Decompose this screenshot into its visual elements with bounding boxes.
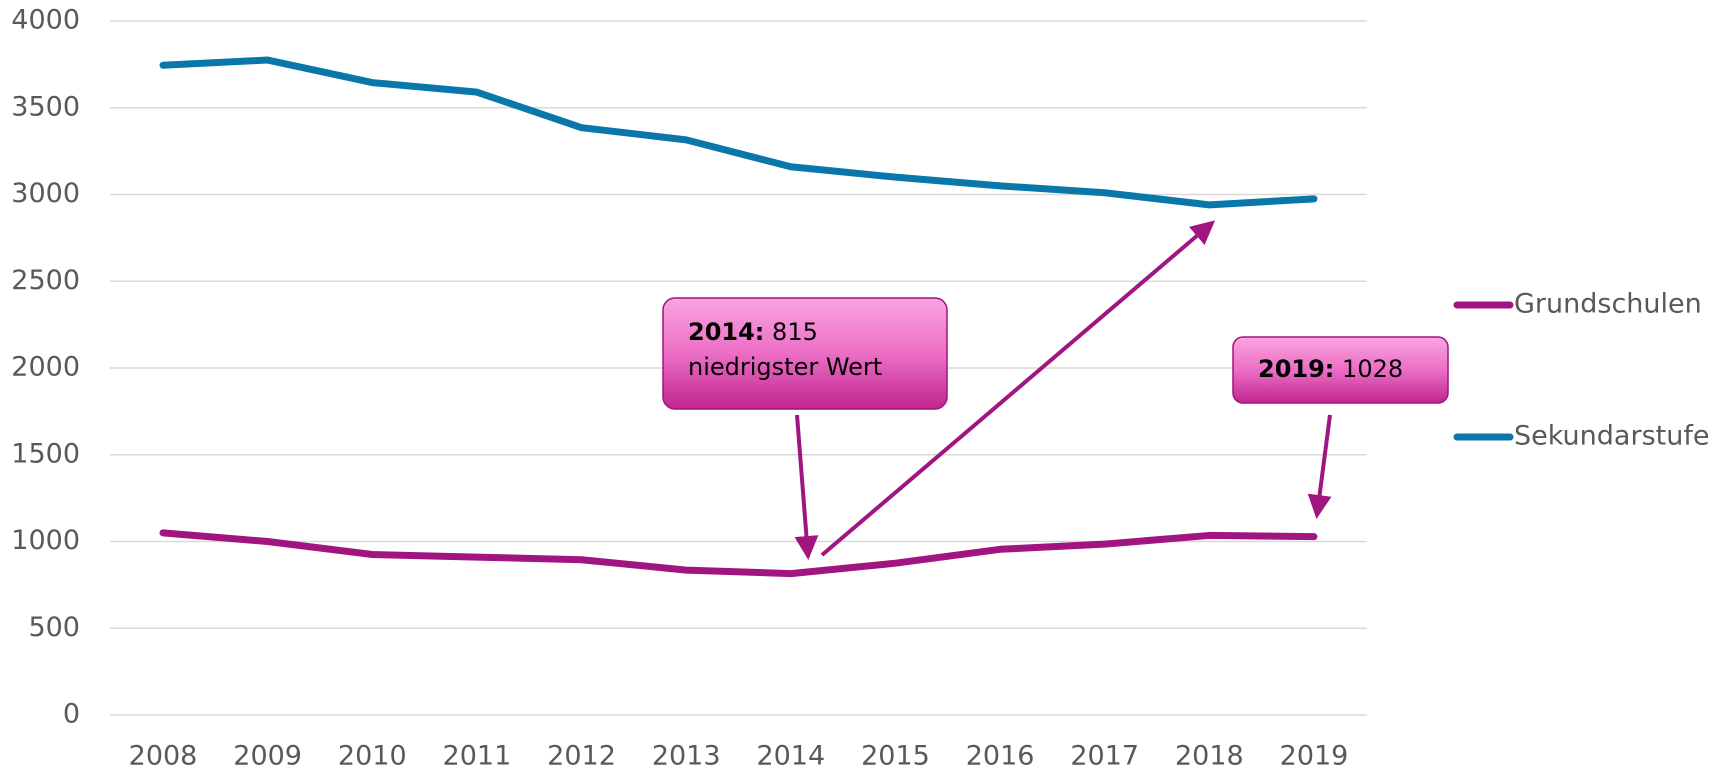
- x-tick-label: 2009: [233, 741, 302, 771]
- y-tick-label: 1500: [11, 438, 80, 469]
- annotation-box: [1232, 336, 1449, 404]
- y-tick-label: 3000: [11, 178, 80, 209]
- annotation-text: 2019: 1028: [1258, 355, 1403, 383]
- line-series: [159, 529, 1318, 578]
- arrow: [820, 220, 1216, 557]
- annotation-note: niedrigster Wert: [688, 353, 882, 381]
- x-tick-label: 2011: [443, 741, 512, 771]
- annotation-text: 2014: 815: [688, 318, 818, 346]
- y-tick-label: 2500: [11, 265, 80, 296]
- arrow: [794, 414, 819, 560]
- annotation-label: 2014:: [688, 318, 764, 346]
- x-tick-label: 2018: [1175, 741, 1244, 771]
- annotation: 2014: 815 niedrigster Wert: [662, 297, 948, 410]
- x-tick-label: 2019: [1280, 741, 1349, 771]
- arrow: [1307, 414, 1332, 519]
- x-tick-label: 2010: [338, 741, 407, 771]
- x-tick-label: 2017: [1070, 741, 1139, 771]
- y-tick-label: 1000: [11, 525, 80, 556]
- y-tick-label: 500: [28, 612, 80, 643]
- annotation-label: 2019:: [1258, 355, 1334, 383]
- legend-label: Sekundarstufe: [1514, 421, 1709, 452]
- x-tick-label: 2014: [756, 741, 825, 771]
- y-tick-label: 0: [63, 699, 80, 730]
- x-tick-label: 2015: [861, 741, 930, 771]
- x-tick-label: 2016: [966, 741, 1035, 771]
- x-tick-label: 2008: [129, 741, 198, 771]
- y-tick-label: 3500: [11, 91, 80, 122]
- annotation-value: 1028: [1342, 355, 1403, 383]
- annotation-arrows: [794, 220, 1332, 560]
- line-series: [159, 56, 1318, 209]
- y-tick-label: 4000: [11, 5, 80, 36]
- annotation-value: 815: [772, 318, 818, 346]
- x-tick-label: 2012: [547, 741, 616, 771]
- x-tick-label: 2013: [652, 741, 721, 771]
- legend-label: Grundschulen: [1514, 289, 1702, 320]
- plot: 0 500 1000 1500 2000 2500 3000 3500 4000 2008 2009…: [11, 5, 1709, 771]
- annotation-box: [662, 297, 948, 410]
- annotation: 2019: 1028: [1232, 336, 1449, 404]
- y-tick-label: 2000: [11, 352, 80, 383]
